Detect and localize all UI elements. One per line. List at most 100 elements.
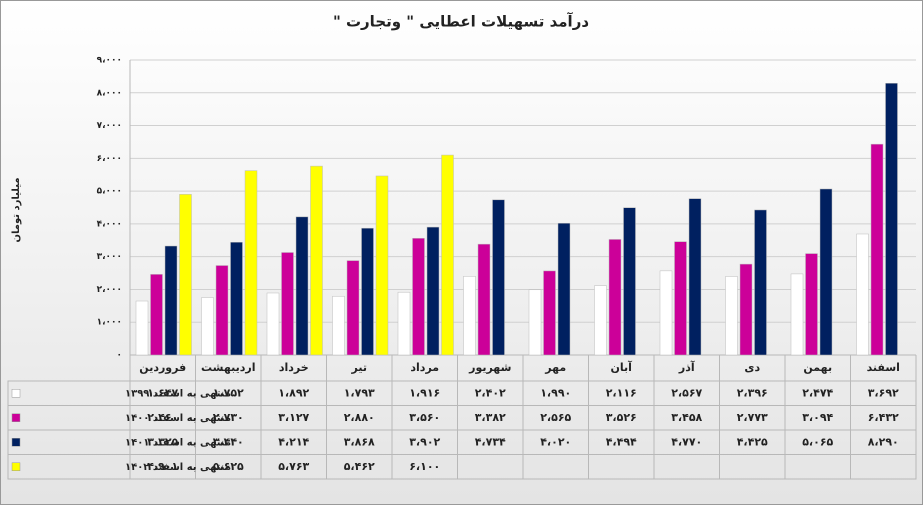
bar	[412, 238, 425, 356]
bar	[805, 253, 818, 356]
table-value: ۳،۴۴۰	[213, 435, 244, 448]
x-tick-label: خرداد	[279, 361, 309, 374]
bar	[215, 265, 229, 356]
bar	[754, 209, 767, 356]
bar	[346, 260, 360, 356]
table-value: ۳،۰۹۴	[802, 411, 833, 424]
legend-swatch	[11, 389, 21, 398]
table-value: ۳،۶۹۲	[868, 386, 899, 399]
legend-swatch	[11, 438, 21, 447]
x-tick-label: بهمن	[803, 361, 832, 374]
y-tick-label: ۸،۰۰۰	[97, 88, 122, 98]
table-value: ۳،۵۲۶	[606, 411, 637, 424]
x-tick-label: دی	[744, 361, 760, 374]
bar	[397, 291, 411, 356]
legend-label: منتهی به اسفند ۱۴۰۲	[125, 462, 231, 473]
bar	[426, 226, 440, 356]
bar	[135, 300, 149, 356]
legend-label: منتهی به اسفند ۱۳۹۹	[125, 388, 231, 399]
table-value: ۵،۶۲۵	[213, 460, 244, 473]
bar	[790, 273, 804, 356]
table-value: ۳،۳۲۵	[147, 435, 178, 448]
bar	[608, 239, 622, 356]
bar	[361, 227, 374, 356]
bar	[870, 143, 884, 356]
table-value: ۱،۷۹۳	[344, 386, 375, 399]
bar	[375, 175, 389, 356]
x-tick-label: شهریور	[468, 361, 511, 374]
table-value: ۱،۹۹۰	[540, 386, 571, 399]
x-tick-label: مرداد	[410, 361, 439, 374]
table-value: ۵،۰۶۵	[802, 435, 833, 448]
bar	[179, 194, 192, 356]
bar	[150, 274, 163, 356]
bar	[244, 170, 258, 356]
y-tick-label: ۹،۰۰۰	[97, 56, 122, 66]
table-value: ۳،۹۰۲	[409, 435, 440, 448]
bar	[230, 241, 243, 356]
chart-title: درآمد تسهیلات اعطایی " وتجارت "	[333, 13, 589, 31]
table-value: ۳،۴۵۸	[671, 411, 702, 424]
y-tick-label: ۶،۰۰۰	[97, 154, 122, 164]
table-value: ۱،۸۹۲	[278, 386, 309, 399]
bar	[674, 241, 687, 356]
y-tick-label: ۳،۰۰۰	[97, 252, 122, 262]
table-value: ۴،۷۳۴	[475, 435, 506, 448]
table-value: ۴،۹۰۱	[147, 460, 178, 473]
bar	[201, 297, 214, 356]
bar	[332, 295, 345, 356]
bar	[594, 285, 607, 356]
table-value: ۲،۱۱۶	[606, 386, 637, 399]
table-value: ۱،۶۴۷	[147, 386, 178, 399]
table-value: ۲،۵۶۷	[671, 386, 702, 399]
table-value: ۲،۸۸۰	[344, 411, 375, 424]
table-value: ۵،۷۶۳	[278, 460, 309, 473]
table-value: ۳،۵۶۰	[409, 411, 440, 424]
bar	[543, 270, 556, 356]
y-tick-label: ۲،۰۰۰	[97, 285, 122, 295]
bar	[492, 199, 505, 356]
x-tick-label: آبان	[611, 360, 633, 374]
table-value: ۴،۴۲۵	[737, 435, 768, 448]
y-tick-label: ۵،۰۰۰	[97, 187, 122, 197]
table-value: ۴،۲۱۴	[278, 435, 309, 448]
table-value: ۴،۷۷۰	[671, 435, 702, 448]
bar	[295, 216, 309, 356]
bar	[819, 188, 833, 356]
table-value: ۴،۰۲۰	[540, 435, 571, 448]
table-value: ۱،۹۱۶	[409, 386, 440, 399]
bar	[725, 276, 738, 356]
table-value: ۲،۴۷۴	[802, 386, 833, 399]
y-tick-label: ۱،۰۰۰	[97, 318, 122, 328]
bar	[528, 289, 542, 356]
bar	[266, 292, 280, 356]
table-value: ۶،۱۰۰	[409, 460, 440, 473]
bar	[659, 270, 673, 356]
table-value: ۲،۷۷۳	[737, 411, 768, 424]
table-value: ۲،۵۶۵	[540, 411, 571, 424]
bar	[885, 83, 898, 356]
bar	[281, 252, 294, 356]
x-tick-label: آذر	[678, 360, 695, 374]
table-value: ۸،۲۹۰	[868, 435, 899, 448]
bar	[477, 243, 491, 356]
y-axis-label: میلیارد تومان	[11, 177, 22, 242]
bar	[557, 222, 571, 356]
y-tick-label: ۷،۰۰۰	[97, 121, 122, 131]
legend-swatch	[11, 413, 21, 422]
x-tick-label: فروردین	[139, 361, 186, 374]
table-value: ۵،۴۶۲	[344, 460, 375, 473]
x-tick-label: مهر	[544, 361, 566, 374]
table-value: ۶،۴۳۲	[868, 411, 899, 424]
y-tick-label: ۰	[117, 351, 123, 361]
table-value: ۳،۱۲۷	[278, 411, 309, 424]
table-value: ۳،۸۶۸	[344, 435, 375, 448]
legend-label: منتهی به اسفند ۱۴۰۰	[125, 413, 231, 424]
table-value: ۴،۴۹۴	[606, 435, 637, 448]
legend-swatch	[11, 462, 21, 471]
table-value: ۱،۷۵۲	[213, 386, 244, 399]
bar	[441, 154, 454, 356]
bar	[310, 165, 323, 356]
